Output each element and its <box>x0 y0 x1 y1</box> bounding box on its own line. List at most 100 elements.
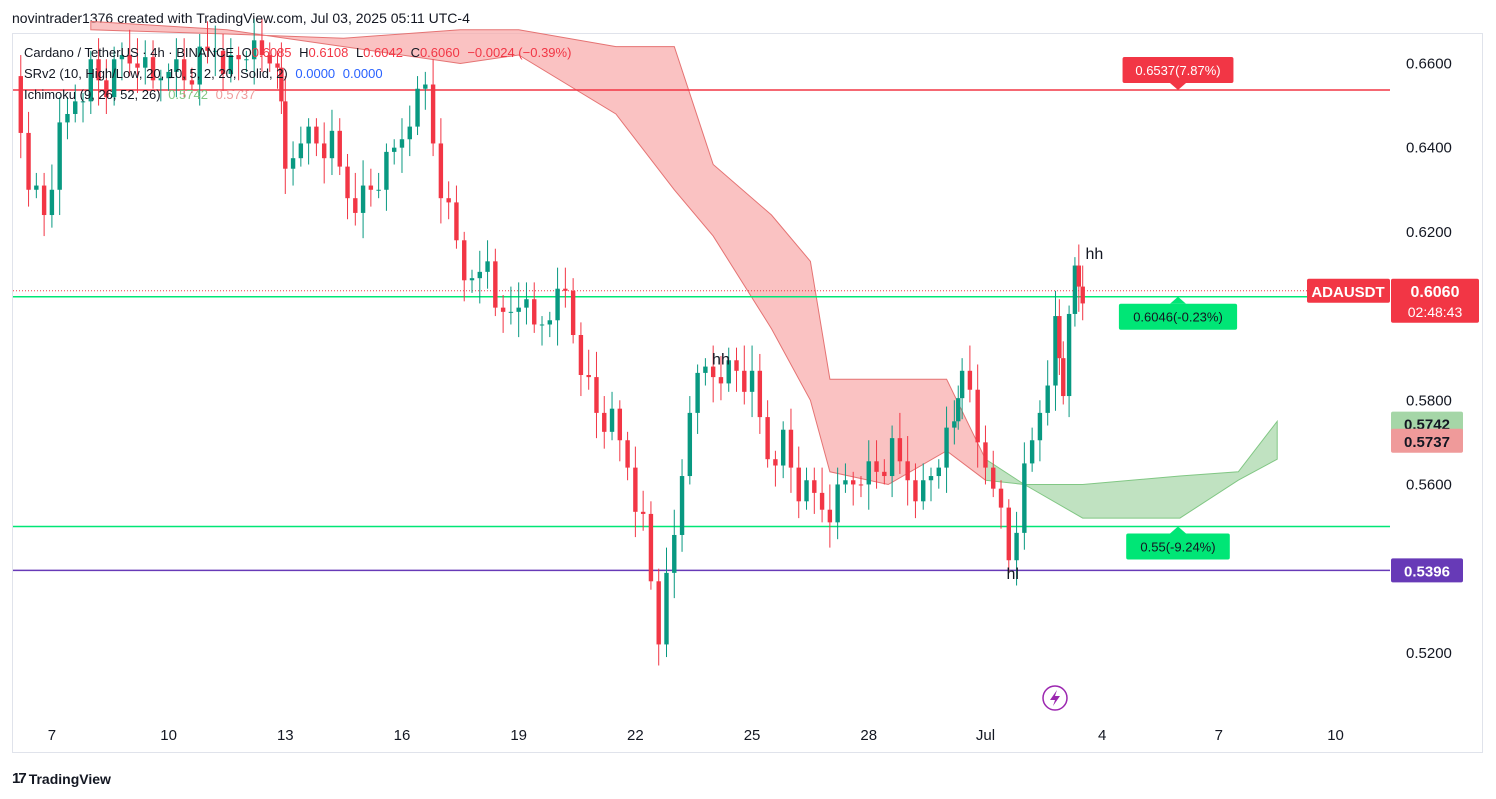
candle-body <box>944 427 949 468</box>
candle-body <box>485 261 490 272</box>
legend-c-label: C <box>410 45 420 60</box>
candle-body <box>547 320 552 325</box>
candle-body <box>703 366 708 373</box>
candle <box>150 40 156 89</box>
candle-body <box>959 370 965 399</box>
entry-label-pointer <box>1170 296 1186 304</box>
candle <box>1045 360 1050 426</box>
candle-body <box>244 59 249 61</box>
entry-label-text: 0.6046(-0.23%) <box>1133 310 1223 325</box>
candle <box>975 364 980 468</box>
legend-symbol: Cardano / TetherUS · 4h · BINANCE <box>24 45 235 60</box>
candle <box>493 248 498 317</box>
candle-body <box>664 572 669 645</box>
price-tick-label: 0.6600 <box>1406 55 1452 72</box>
annotation-hh: hh <box>1085 246 1103 263</box>
candle-body <box>889 438 895 477</box>
candle-body <box>656 581 661 645</box>
tradingview-brand: TradingView <box>28 770 111 787</box>
candle <box>337 118 342 176</box>
candle <box>306 118 311 165</box>
candle <box>905 436 910 506</box>
candle-body <box>508 311 514 313</box>
lightning-icon <box>1042 685 1068 711</box>
candle <box>1057 299 1062 375</box>
candle-body <box>695 372 700 413</box>
legend-ichimoku[interactable]: Ichimoku (9, 26, 52, 26) 0.5742 0.5737 <box>24 87 259 102</box>
candle-body <box>438 143 444 199</box>
candle-body <box>796 467 801 502</box>
candle <box>617 400 623 462</box>
candle <box>1029 427 1035 472</box>
candle-body <box>1006 507 1011 561</box>
candle <box>407 105 412 157</box>
candle-body <box>765 417 770 460</box>
candle-body <box>368 185 374 190</box>
last-price-tag-text: 0.6060 <box>1411 284 1460 301</box>
candle <box>104 59 109 114</box>
time-tick-label: 19 <box>510 727 527 744</box>
candle <box>181 38 187 98</box>
candle-body <box>1066 313 1072 397</box>
candle <box>399 118 405 173</box>
legend-ohlc[interactable]: Cardano / TetherUS · 4h · BINANCE O0.608… <box>24 45 575 60</box>
chart-frame[interactable] <box>12 33 1483 753</box>
annotation-hl: hl <box>1006 566 1018 583</box>
candle <box>80 92 86 123</box>
candle <box>983 425 988 485</box>
candle-body <box>843 480 848 485</box>
candle-body <box>812 480 817 493</box>
candle-body <box>57 122 62 190</box>
candle-body <box>290 158 296 169</box>
candle <box>96 38 101 106</box>
candle-body <box>773 459 778 466</box>
candle <box>633 446 638 538</box>
candle-body <box>516 307 521 312</box>
candle-body <box>679 476 685 535</box>
candle-body <box>446 198 451 203</box>
candle <box>267 42 272 72</box>
candle-body <box>780 429 786 466</box>
candle-body <box>127 55 132 64</box>
candle <box>695 364 700 434</box>
candle <box>34 172 39 199</box>
candle <box>205 21 210 64</box>
candle-body <box>555 288 560 321</box>
candle-body <box>80 101 86 103</box>
candle-body <box>563 288 568 291</box>
candle <box>586 349 591 390</box>
candle-body <box>477 271 482 279</box>
candle-body <box>321 143 327 159</box>
candle <box>1022 442 1027 550</box>
candle-body <box>952 421 957 428</box>
candle <box>88 50 93 114</box>
tradingview-logo-icon: 17 <box>12 770 27 787</box>
candle <box>578 322 584 397</box>
candle-body <box>49 189 55 216</box>
candle-body <box>88 59 93 102</box>
candle-body <box>174 59 179 72</box>
candle-body <box>1037 412 1043 441</box>
candle-body <box>454 202 459 241</box>
candle-body <box>532 299 537 325</box>
candle <box>788 408 794 493</box>
bar-countdown-text: 02:48:43 <box>1408 304 1463 320</box>
tradingview-footer[interactable]: 17 TradingView <box>12 770 111 787</box>
candle-body <box>430 84 436 144</box>
candle-body <box>897 438 903 462</box>
candle <box>65 97 70 140</box>
candle-body <box>18 76 23 133</box>
candle-body <box>1014 532 1019 561</box>
candle <box>819 467 825 523</box>
legend-srv2[interactable]: SRv2 (10, High/Low, 20, 10, 5, 2, 20, So… <box>24 66 387 81</box>
candle-body <box>360 185 366 213</box>
legend-c-value: 0.6060 <box>419 45 460 60</box>
candle <box>1006 499 1011 573</box>
candle <box>127 29 132 77</box>
candle <box>998 480 1004 529</box>
legend-ichimoku-v2: 0.5737 <box>215 87 256 102</box>
candle-body <box>469 278 475 281</box>
candle-body <box>65 113 70 123</box>
candle <box>710 345 716 403</box>
